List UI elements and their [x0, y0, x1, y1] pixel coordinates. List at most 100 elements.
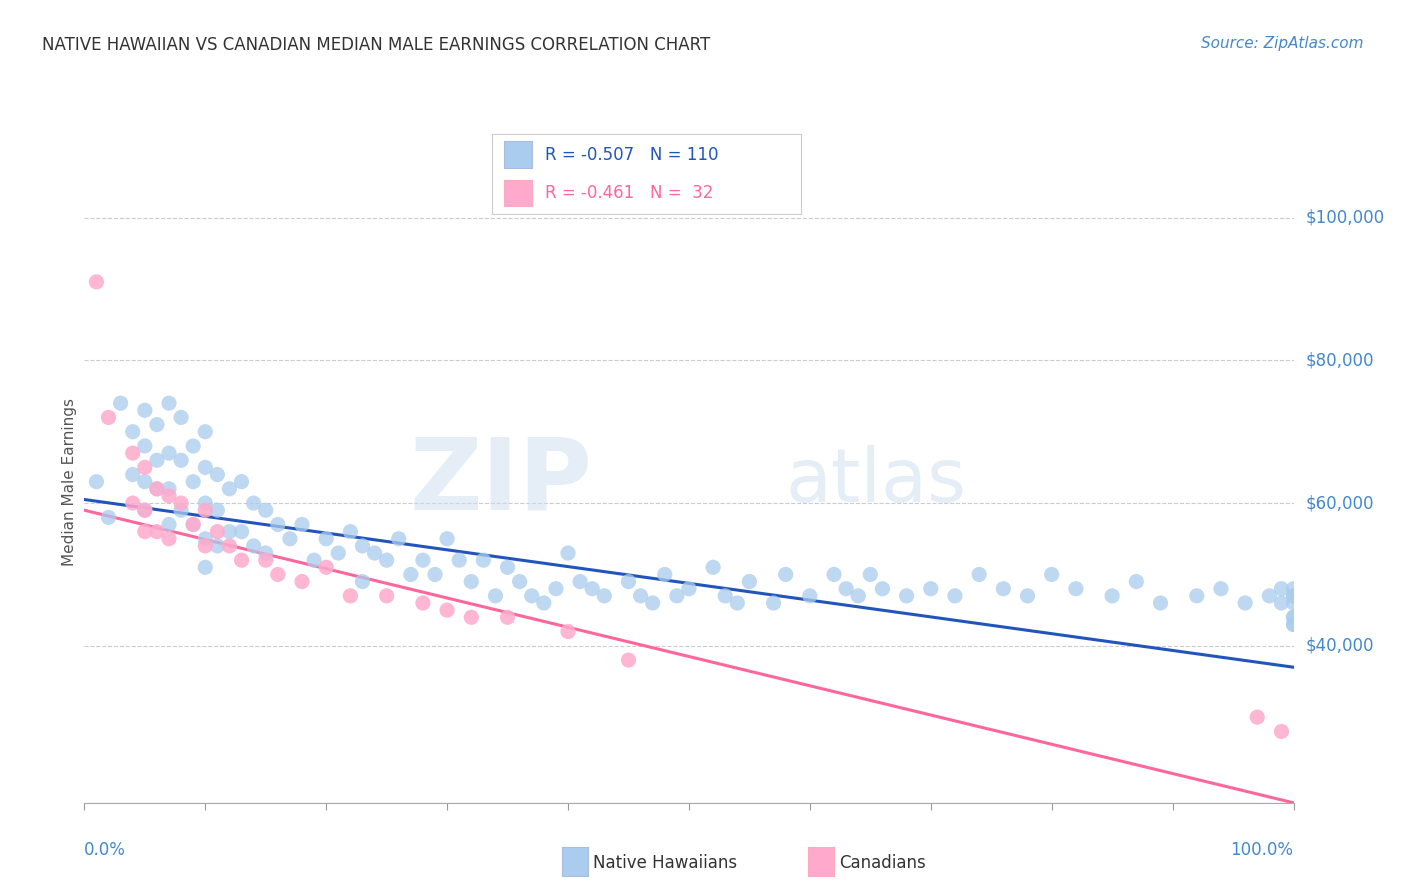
- Point: [134, 460, 156, 475]
- Point: [835, 582, 858, 596]
- Text: $60,000: $60,000: [1306, 494, 1374, 512]
- Point: [1185, 589, 1208, 603]
- Point: [557, 546, 579, 560]
- Point: [1282, 617, 1305, 632]
- Point: [110, 396, 132, 410]
- Text: Source: ZipAtlas.com: Source: ZipAtlas.com: [1201, 36, 1364, 51]
- Point: [533, 596, 555, 610]
- Point: [170, 503, 193, 517]
- Point: [1282, 589, 1305, 603]
- Point: [170, 453, 193, 467]
- Point: [291, 574, 314, 589]
- Point: [254, 553, 277, 567]
- Point: [544, 582, 567, 596]
- Point: [665, 589, 688, 603]
- Point: [254, 503, 277, 517]
- Point: [738, 574, 761, 589]
- Point: [207, 503, 229, 517]
- Point: [194, 503, 217, 517]
- Point: [134, 503, 156, 517]
- Point: [207, 539, 229, 553]
- Point: [134, 524, 156, 539]
- Point: [218, 524, 240, 539]
- Point: [254, 546, 277, 560]
- Point: [181, 475, 204, 489]
- Point: [231, 475, 253, 489]
- Point: [654, 567, 676, 582]
- Point: [872, 582, 894, 596]
- Point: [302, 553, 325, 567]
- Point: [375, 553, 398, 567]
- Point: [134, 439, 156, 453]
- Point: [157, 482, 180, 496]
- Point: [460, 574, 482, 589]
- Point: [121, 496, 143, 510]
- Point: [823, 567, 845, 582]
- Point: [218, 482, 240, 496]
- Point: [181, 439, 204, 453]
- Point: [1209, 582, 1232, 596]
- Point: [146, 453, 169, 467]
- Point: [641, 596, 664, 610]
- Text: 0.0%: 0.0%: [84, 841, 127, 859]
- Point: [859, 567, 882, 582]
- Point: [194, 425, 217, 439]
- Point: [412, 596, 434, 610]
- Point: [388, 532, 411, 546]
- Point: [799, 589, 821, 603]
- Point: [121, 446, 143, 460]
- Point: [520, 589, 543, 603]
- Point: [231, 553, 253, 567]
- Point: [593, 589, 616, 603]
- Point: [1149, 596, 1171, 610]
- Point: [146, 482, 169, 496]
- Point: [97, 510, 120, 524]
- Point: [146, 417, 169, 432]
- Point: [617, 653, 640, 667]
- Point: [291, 517, 314, 532]
- Text: ZIP: ZIP: [409, 434, 592, 530]
- Text: R = -0.507   N = 110: R = -0.507 N = 110: [544, 145, 718, 163]
- Point: [146, 482, 169, 496]
- Point: [1282, 596, 1305, 610]
- Text: atlas: atlas: [786, 445, 967, 518]
- Point: [569, 574, 592, 589]
- Point: [134, 475, 156, 489]
- Point: [207, 467, 229, 482]
- Point: [121, 425, 143, 439]
- Point: [762, 596, 785, 610]
- Point: [194, 539, 217, 553]
- Point: [993, 582, 1015, 596]
- Point: [86, 275, 108, 289]
- Point: [581, 582, 603, 596]
- Point: [423, 567, 446, 582]
- Point: [846, 589, 869, 603]
- Point: [170, 496, 193, 510]
- Text: R = -0.461   N =  32: R = -0.461 N = 32: [544, 185, 713, 202]
- Point: [97, 410, 120, 425]
- Point: [170, 410, 193, 425]
- Point: [194, 496, 217, 510]
- Point: [1282, 589, 1305, 603]
- Point: [967, 567, 990, 582]
- Text: $80,000: $80,000: [1306, 351, 1374, 369]
- Point: [339, 524, 361, 539]
- Point: [267, 517, 290, 532]
- Point: [194, 460, 217, 475]
- Point: [157, 489, 180, 503]
- Point: [194, 560, 217, 574]
- Text: NATIVE HAWAIIAN VS CANADIAN MEDIAN MALE EARNINGS CORRELATION CHART: NATIVE HAWAIIAN VS CANADIAN MEDIAN MALE …: [42, 36, 710, 54]
- Point: [375, 589, 398, 603]
- Point: [352, 574, 374, 589]
- Point: [1064, 582, 1087, 596]
- Point: [1101, 589, 1123, 603]
- Point: [399, 567, 422, 582]
- Point: [157, 446, 180, 460]
- Point: [157, 517, 180, 532]
- Point: [1270, 724, 1292, 739]
- Point: [134, 403, 156, 417]
- Point: [1270, 582, 1292, 596]
- FancyBboxPatch shape: [505, 179, 533, 206]
- Text: Canadians: Canadians: [839, 854, 927, 871]
- Point: [157, 396, 180, 410]
